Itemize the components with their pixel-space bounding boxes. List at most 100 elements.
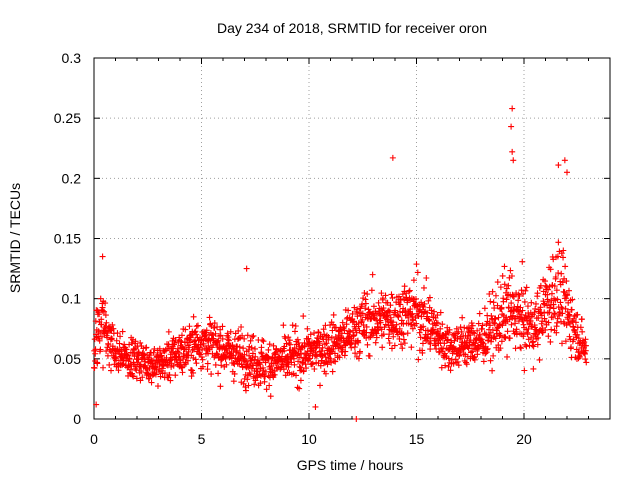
data-point [320,326,327,333]
data-point [451,337,458,344]
data-point [361,289,368,296]
data-point [241,351,248,358]
data-point [150,357,157,364]
data-point [404,330,411,337]
data-point [266,382,273,389]
data-point [219,335,226,342]
data-point [97,295,104,302]
data-point [242,387,249,394]
data-point [582,336,589,343]
data-point [108,367,115,374]
data-point [312,403,319,410]
data-point [150,349,157,356]
data-point [139,374,146,381]
data-point [494,279,501,286]
data-point [560,247,567,254]
data-point [249,350,256,357]
data-point [359,301,366,308]
data-point [184,357,191,364]
data-point [390,333,397,340]
data-point [474,351,481,358]
data-point [364,291,371,298]
data-point [109,336,116,343]
data-point [414,269,421,276]
data-point [441,340,448,347]
data-point [437,325,444,332]
data-point [369,271,376,278]
data-point [408,344,415,351]
data-point [434,320,441,327]
data-point [459,314,466,321]
data-point [182,326,189,333]
data-point [188,373,195,380]
data-point [317,382,324,389]
data-point [102,312,109,319]
data-point [215,370,222,377]
data-point [568,306,575,313]
data-point [396,335,403,342]
data-point [380,331,387,338]
data-point [246,352,253,359]
data-point [315,329,322,336]
data-point [349,319,356,326]
data-point [454,336,461,343]
data-point [192,356,199,363]
data-point [137,377,144,384]
data-point [243,358,250,365]
data-point [116,340,123,347]
data-point [553,287,560,294]
data-point [174,345,181,352]
data-point [475,345,482,352]
data-point [389,294,396,301]
data-point [247,337,254,344]
data-point [343,321,350,328]
data-point [240,345,247,352]
data-point [516,308,523,315]
data-point [389,154,396,161]
data-point [122,357,129,364]
data-point [166,371,173,378]
data-point [521,367,528,374]
data-point [387,327,394,334]
data-point [418,299,425,306]
data-point [379,295,386,302]
data-point [204,360,211,367]
data-point [535,334,542,341]
data-point [420,323,427,330]
data-point [582,356,589,363]
data-point [496,333,503,340]
data-point [287,341,294,348]
data-point [561,157,568,164]
data-point [506,316,513,323]
data-point [293,372,300,379]
data-point [353,308,360,315]
data-point [487,322,494,329]
data-point [113,337,120,344]
data-point [534,341,541,348]
data-point [296,354,303,361]
chart-title: Day 234 of 2018, SRMTID for receiver oro… [217,20,487,36]
data-point [178,332,185,339]
data-point [570,315,577,322]
data-point [530,365,537,372]
data-point [313,353,320,360]
data-point [187,334,194,341]
data-point [194,322,201,329]
data-point [576,353,583,360]
data-point [497,345,504,352]
data-point [399,345,406,352]
data-point [574,311,581,318]
data-point [366,352,373,359]
y-tick-label: 0.2 [62,170,82,186]
data-point [214,323,221,330]
data-point [199,363,206,370]
data-point [337,326,344,333]
data-point [141,351,148,358]
data-point [262,373,269,380]
data-point [492,315,499,322]
data-point [402,307,409,314]
data-point [398,317,405,324]
data-point [309,360,316,367]
data-point [129,339,136,346]
